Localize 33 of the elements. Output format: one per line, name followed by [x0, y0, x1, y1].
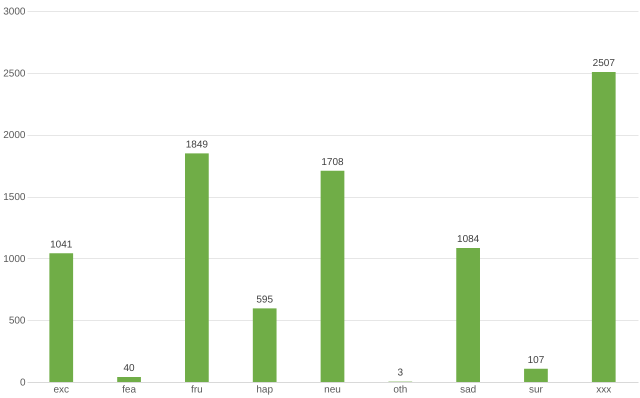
data-label: 1041 — [50, 239, 73, 250]
x-tick-label: sad — [460, 384, 476, 396]
bar — [320, 170, 344, 382]
y-tick-label: 2000 — [3, 130, 26, 142]
y-tick-label: 3000 — [3, 6, 26, 18]
bar — [252, 308, 277, 382]
data-label: 1708 — [321, 156, 344, 168]
data-label: 3 — [398, 368, 404, 379]
data-label: 595 — [256, 294, 274, 306]
y-tick-label: 1500 — [3, 192, 26, 203]
bar — [592, 72, 616, 382]
bar — [524, 368, 548, 382]
x-tick-label: oth — [393, 384, 408, 396]
bar — [117, 377, 141, 382]
bar — [49, 253, 74, 382]
bar — [185, 153, 209, 382]
data-label: 1084 — [457, 234, 480, 245]
x-tick-label: fru — [191, 384, 203, 396]
y-tick-label: 2500 — [3, 68, 26, 80]
x-tick-label: neu — [324, 384, 341, 396]
x-tick-label: sur — [528, 384, 544, 396]
x-tick-label: xxx — [596, 384, 612, 396]
data-label: 1849 — [186, 139, 208, 150]
y-tick-label: 500 — [8, 316, 26, 327]
y-tick-label: 1000 — [3, 254, 26, 265]
data-label: 2507 — [592, 58, 616, 69]
data-label: 40 — [123, 363, 136, 374]
x-tick-label: hap — [256, 384, 274, 396]
data-label: 107 — [528, 354, 545, 366]
bar — [456, 248, 480, 382]
x-tick-label: exc — [53, 384, 70, 396]
y-tick-label: 0 — [20, 378, 26, 388]
x-tick-label: fea — [122, 384, 136, 396]
